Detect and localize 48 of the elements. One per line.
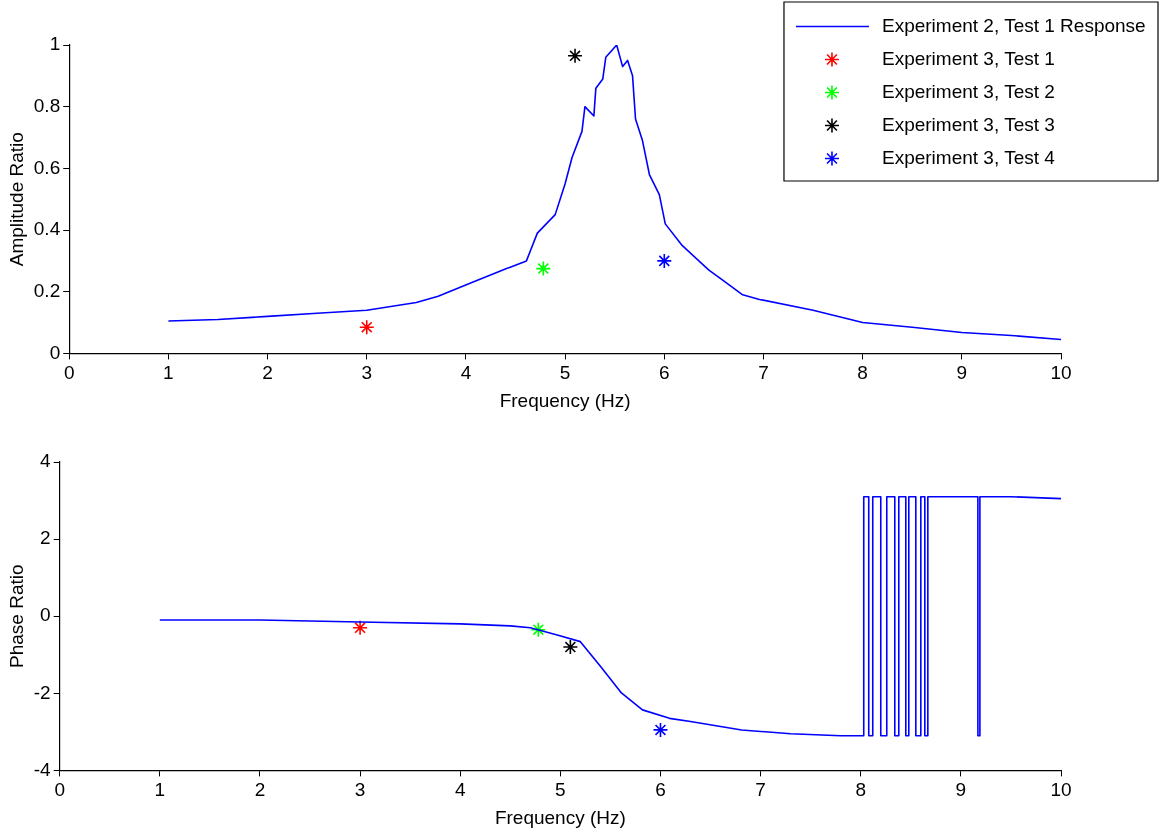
y-tick-label: 0.6	[33, 156, 61, 178]
x-tick-label: 8	[855, 779, 867, 801]
y-tick-label: 2	[40, 527, 51, 549]
y-axis-title: Amplitude Ratio	[5, 132, 27, 267]
x-tick-label: 3	[361, 362, 373, 384]
x-axis-title: Frequency (Hz)	[494, 806, 626, 828]
x-tick-label: 1	[154, 779, 166, 801]
x-tick-label: 6	[655, 779, 666, 801]
x-tick-label: 10	[1050, 362, 1072, 384]
x-tick-label: 9	[955, 779, 967, 801]
point	[562, 639, 579, 655]
y-tick-label: -2	[33, 681, 51, 703]
x-tick-label: 6	[659, 362, 670, 384]
point	[358, 319, 375, 335]
y-axis-title: Phase Ratio	[5, 564, 27, 668]
point	[530, 621, 547, 638]
y-tick-label: 4	[40, 450, 52, 472]
legend-label: Experiment 3, Test 2	[881, 80, 1055, 102]
x-tick-label: 5	[555, 779, 566, 801]
y-tick-label: 0.2	[33, 279, 61, 301]
point	[535, 260, 552, 277]
x-tick-label: 7	[758, 362, 769, 384]
x-tick-label: 0	[63, 362, 75, 384]
y-tick-label: 1	[49, 33, 61, 55]
y-tick-label: 0.4	[33, 218, 61, 240]
legend-label: Experiment 3, Test 1	[881, 47, 1055, 69]
x-axis-title: Frequency (Hz)	[499, 389, 631, 411]
legend-label: Experiment 3, Test 3	[881, 113, 1055, 135]
y-tick-label: 0.8	[33, 94, 61, 116]
point	[652, 722, 669, 738]
x-tick-label: 1	[163, 362, 174, 384]
x-tick-label: 2	[254, 779, 266, 801]
y-tick-label: 0	[40, 604, 51, 626]
x-tick-label: 3	[354, 779, 366, 801]
x-tick-label: 8	[857, 362, 868, 384]
x-tick-label: 10	[1050, 779, 1072, 801]
point	[567, 47, 583, 64]
x-tick-label: 4	[454, 779, 466, 801]
legend-label: Experiment 2, Test 1 Response	[881, 14, 1146, 36]
x-tick-label: 7	[755, 779, 766, 801]
x-tick-label: 2	[262, 362, 273, 384]
legend-label: Experiment 3, Test 4	[881, 146, 1056, 168]
x-tick-label: 4	[460, 362, 472, 384]
y-tick-label: -4	[33, 758, 52, 780]
y-tick-label: 0	[49, 341, 61, 363]
x-tick-label: 5	[559, 362, 571, 384]
point	[656, 253, 673, 269]
x-tick-label: 9	[956, 362, 968, 384]
